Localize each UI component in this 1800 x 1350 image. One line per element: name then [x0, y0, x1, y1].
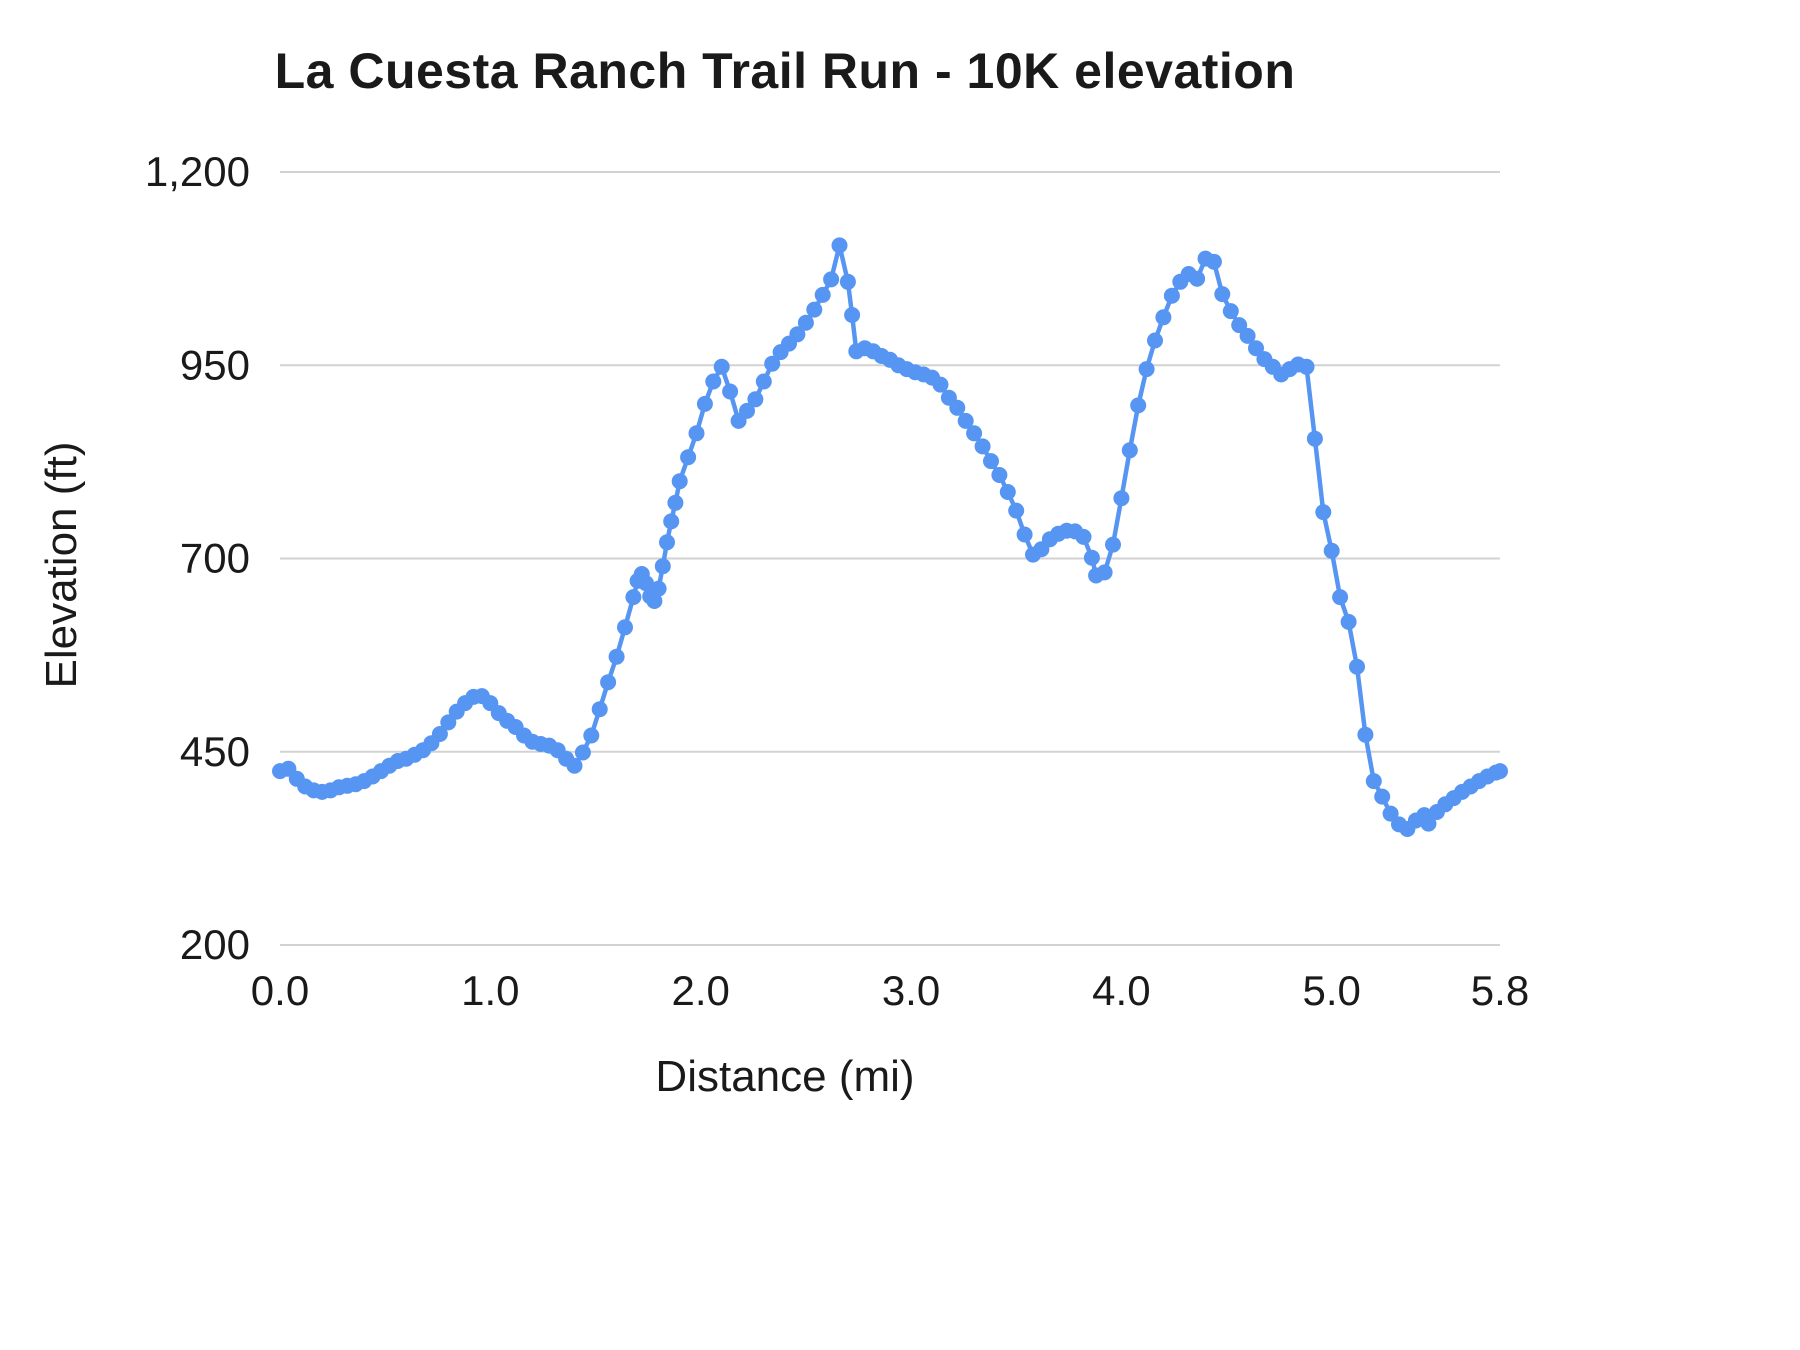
data-point-marker	[671, 473, 688, 490]
data-point-marker	[1083, 549, 1100, 566]
data-point-marker	[1332, 589, 1349, 606]
data-point-marker	[654, 558, 671, 575]
x-axis-label: Distance (mi)	[655, 1052, 915, 1101]
data-point-marker	[650, 580, 667, 597]
x-tick-label: 4.0	[1092, 967, 1150, 1014]
y-tick-label: 700	[180, 535, 250, 582]
data-point-marker	[696, 395, 713, 412]
data-point-marker	[566, 757, 583, 774]
data-point-marker	[1248, 340, 1264, 357]
data-point-marker	[608, 648, 625, 665]
data-point-marker	[789, 326, 806, 343]
data-point-marker	[806, 301, 823, 318]
data-point-marker	[722, 383, 739, 400]
data-point-marker	[1189, 270, 1206, 287]
data-point-marker	[667, 494, 684, 511]
data-point-marker	[680, 449, 697, 466]
x-tick-label: 3.0	[882, 967, 940, 1014]
data-point-marker	[1420, 815, 1437, 832]
data-point-marker	[1096, 564, 1113, 581]
data-point-marker	[659, 534, 675, 551]
data-point-marker	[646, 593, 663, 609]
data-point-marker	[1239, 327, 1256, 344]
data-point-marker	[440, 714, 457, 731]
data-point-marker	[583, 727, 600, 744]
data-point-marker	[974, 438, 991, 455]
data-point-marker	[957, 412, 974, 429]
data-point-marker	[591, 701, 608, 718]
data-point-marker	[1155, 309, 1172, 326]
data-point-marker	[844, 307, 861, 323]
data-point-marker	[991, 467, 1008, 483]
data-point-marker	[983, 453, 999, 470]
data-point-marker	[999, 484, 1016, 500]
data-point-marker	[688, 425, 705, 442]
data-point-marker	[1492, 763, 1508, 780]
data-point-marker	[1214, 286, 1231, 303]
data-point-marker	[431, 726, 448, 742]
data-point-marker	[1222, 303, 1239, 320]
y-tick-label: 450	[180, 728, 250, 775]
data-point-marker	[932, 376, 949, 393]
data-point-marker	[1323, 542, 1340, 559]
data-point-marker	[1205, 253, 1222, 270]
data-point-marker	[705, 373, 722, 390]
data-point-marker	[1105, 536, 1121, 553]
y-tick-label: 1,200	[145, 148, 250, 195]
data-point-marker	[755, 373, 772, 390]
data-point-marker	[764, 355, 781, 372]
data-point-marker	[966, 425, 983, 442]
data-point-marker	[797, 314, 814, 331]
data-point-marker	[1315, 504, 1332, 521]
data-point-marker	[814, 286, 831, 303]
data-point-marker	[1163, 287, 1180, 304]
data-point-marker	[823, 271, 840, 288]
x-tick-label: 0.0	[251, 967, 309, 1014]
data-point-marker	[1016, 526, 1033, 543]
data-point-marker	[1113, 490, 1130, 507]
chart-title: La Cuesta Ranch Trail Run - 10K elevatio…	[274, 43, 1296, 99]
data-point-marker	[1357, 726, 1374, 743]
data-point-marker	[1365, 773, 1382, 790]
data-point-marker	[1008, 502, 1025, 519]
elevation-line	[277, 243, 1503, 832]
data-point-marker	[1231, 317, 1248, 334]
data-point-marker	[839, 273, 856, 290]
data-point-marker	[739, 402, 755, 419]
x-tick-label: 2.0	[671, 967, 729, 1014]
data-point-marker	[600, 674, 617, 691]
data-point-marker	[625, 589, 642, 606]
data-point-marker	[1130, 397, 1147, 414]
data-point-marker	[617, 619, 633, 636]
data-point-marker	[747, 391, 764, 408]
data-point-marker	[1349, 658, 1365, 675]
y-tick-label: 950	[180, 341, 250, 388]
data-point-marker	[1075, 528, 1092, 545]
data-point-marker	[1298, 358, 1315, 375]
data-point-marker	[1306, 430, 1323, 447]
data-point-marker	[1374, 788, 1391, 805]
x-tick-label: 1.0	[461, 967, 519, 1014]
y-axis-label: Elevation (ft)	[37, 441, 86, 689]
x-tick-label: 5.8	[1471, 967, 1529, 1014]
data-point-marker	[1340, 613, 1357, 630]
data-point-marker	[713, 358, 730, 375]
data-point-marker	[949, 399, 966, 416]
data-point-marker	[638, 575, 654, 592]
data-point-marker	[1138, 361, 1155, 378]
data-point-marker	[1147, 332, 1163, 349]
y-tick-label: 200	[180, 921, 250, 968]
data-point-marker	[1121, 442, 1138, 459]
x-tick-label: 5.0	[1303, 967, 1361, 1014]
data-point-marker	[574, 744, 591, 761]
data-point-marker	[831, 237, 848, 254]
data-point-marker	[663, 513, 680, 530]
data-point-marker	[1382, 805, 1399, 822]
